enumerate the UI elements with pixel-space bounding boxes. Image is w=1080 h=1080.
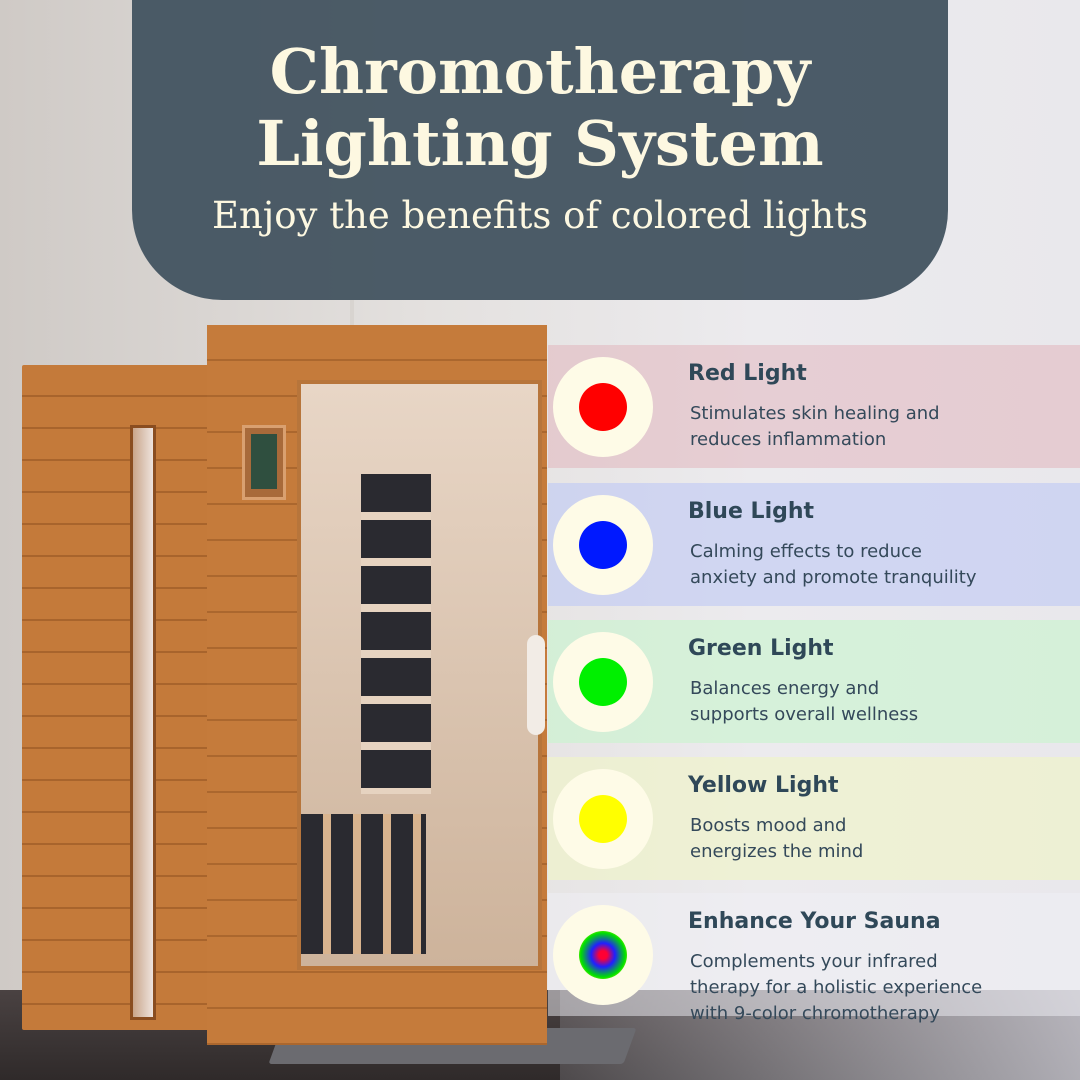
title-line-2: Lighting System xyxy=(256,107,824,180)
description-line: anxiety and promote tranquility xyxy=(690,567,977,588)
blue-light-dot-icon xyxy=(579,521,627,569)
description-line: Complements your infrared xyxy=(690,951,938,972)
feature-title: Yellow Light xyxy=(688,773,839,798)
feature-description: Balances energy and supports overall wel… xyxy=(690,676,1075,728)
feature-title: Enhance Your Sauna xyxy=(688,909,941,934)
page-title: Chromotherapy Lighting System xyxy=(132,0,948,180)
description-line: with 9-color chromotherapy xyxy=(690,1003,940,1024)
description-line: energizes the mind xyxy=(690,841,864,862)
description-line: Boosts mood and xyxy=(690,815,847,836)
feature-title: Green Light xyxy=(688,636,834,661)
sauna-front xyxy=(207,325,547,1045)
subtitle: Enjoy the benefits of colored lights xyxy=(211,194,869,237)
feature-band: Enhance Your Sauna Complements your infr… xyxy=(548,893,1080,1024)
description-line: reduces inflammation xyxy=(690,429,887,450)
feature-title: Red Light xyxy=(688,361,807,386)
yellow-light-dot-icon xyxy=(579,795,627,843)
control-panel xyxy=(242,425,286,500)
feature-description: Complements your infrared therapy for a … xyxy=(690,949,1075,1027)
feature-description: Boosts mood and energizes the mind xyxy=(690,813,1075,865)
feature-title: Blue Light xyxy=(688,499,815,524)
description-line: Balances energy and xyxy=(690,678,880,699)
feature-description: Stimulates skin healing and reduces infl… xyxy=(690,401,1075,453)
light-circle xyxy=(553,357,653,457)
light-circle xyxy=(553,769,653,869)
bench xyxy=(301,814,426,954)
glass-door xyxy=(297,380,542,970)
light-circle xyxy=(553,495,653,595)
description-line: therapy for a holistic experience xyxy=(690,977,983,998)
feature-band: Yellow Light Boosts mood and energizes t… xyxy=(548,757,1080,880)
description-line: Calming effects to reduce xyxy=(690,541,922,562)
title-line-1: Chromotherapy xyxy=(269,35,811,108)
description-line: Stimulates skin healing and xyxy=(690,403,940,424)
light-circle xyxy=(553,905,653,1005)
red-light-dot-icon xyxy=(579,383,627,431)
feature-description: Calming effects to reduce anxiety and pr… xyxy=(690,539,1075,591)
sauna-side xyxy=(22,365,212,1030)
rainbow-light-dot-icon xyxy=(579,931,627,979)
heater-panels xyxy=(361,474,431,794)
header-banner: Chromotherapy Lighting System Enjoy the … xyxy=(132,0,948,300)
feature-band: Green Light Balances energy and supports… xyxy=(548,620,1080,743)
door-handle xyxy=(527,635,545,735)
feature-band: Red Light Stimulates skin healing and re… xyxy=(548,345,1080,468)
side-window xyxy=(130,425,156,1020)
light-circle xyxy=(553,632,653,732)
green-light-dot-icon xyxy=(579,658,627,706)
feature-band: Blue Light Calming effects to reduce anx… xyxy=(548,483,1080,606)
description-line: supports overall wellness xyxy=(690,704,919,725)
sauna-image xyxy=(22,325,547,1045)
